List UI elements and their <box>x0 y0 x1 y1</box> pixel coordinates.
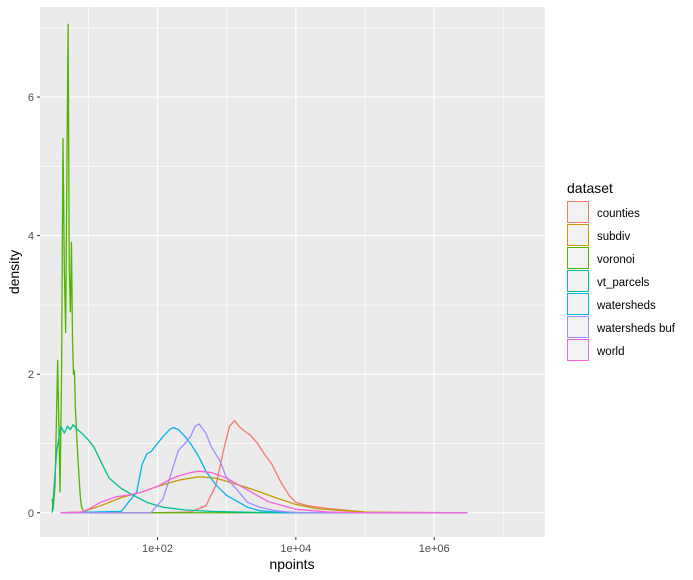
density-lines <box>51 23 468 514</box>
series-line-world <box>60 470 468 514</box>
series-line-subdiv <box>60 476 468 514</box>
legend-item: voronoi <box>567 247 635 269</box>
legend-item: watersheds <box>567 293 656 315</box>
x-tick-label: 1e+02 <box>142 543 173 555</box>
y-tick-label: 4 <box>28 231 34 243</box>
legend-label: watersheds buf <box>596 323 676 335</box>
y-tick-label: 6 <box>28 92 34 104</box>
legend-key-counties <box>567 201 589 223</box>
legend-title: dataset <box>567 180 613 196</box>
legend-label: vt_parcels <box>597 277 650 289</box>
legend-label: watersheds <box>596 300 656 312</box>
legend-item: vt_parcels <box>567 270 650 292</box>
legend-label: voronoi <box>597 254 635 266</box>
y-tick-label: 2 <box>28 369 34 381</box>
x-axis-title: npoints <box>269 556 314 572</box>
series-line-watersheds <box>60 426 468 514</box>
legend-item: subdiv <box>567 224 630 246</box>
legend-key-vt_parcels <box>567 270 589 292</box>
y-axis-title: density <box>6 250 22 294</box>
legend-label: world <box>596 346 624 358</box>
legend-item: world <box>567 339 624 361</box>
x-tick-label: 1e+04 <box>280 543 311 555</box>
x-axis-ticks: 1e+02 1e+04 1e+06 <box>142 537 450 555</box>
legend-key-subdiv <box>567 224 589 246</box>
series-line-vt_parcels <box>51 424 468 514</box>
series-line-watersheds-buf <box>60 423 468 514</box>
x-tick-label: 1e+06 <box>419 543 450 555</box>
legend-key-watersheds <box>567 293 589 315</box>
minor-gridlines <box>40 7 545 537</box>
legend-key-voronoi <box>567 247 589 269</box>
legend-label: subdiv <box>597 231 630 243</box>
legend-item: watersheds buf <box>567 316 676 338</box>
legend-key-world <box>567 339 589 361</box>
plot-panel <box>40 7 545 537</box>
y-tick-label: 0 <box>28 508 34 520</box>
legend-key-watersheds-buf <box>567 316 589 338</box>
legend-item: counties <box>567 201 640 223</box>
series-line-counties <box>60 419 468 514</box>
y-axis-ticks: 0 2 4 6 <box>28 92 40 520</box>
legend: dataset counties subdiv voronoi vt_parcelsw… <box>567 180 676 361</box>
legend-label: counties <box>597 208 640 220</box>
